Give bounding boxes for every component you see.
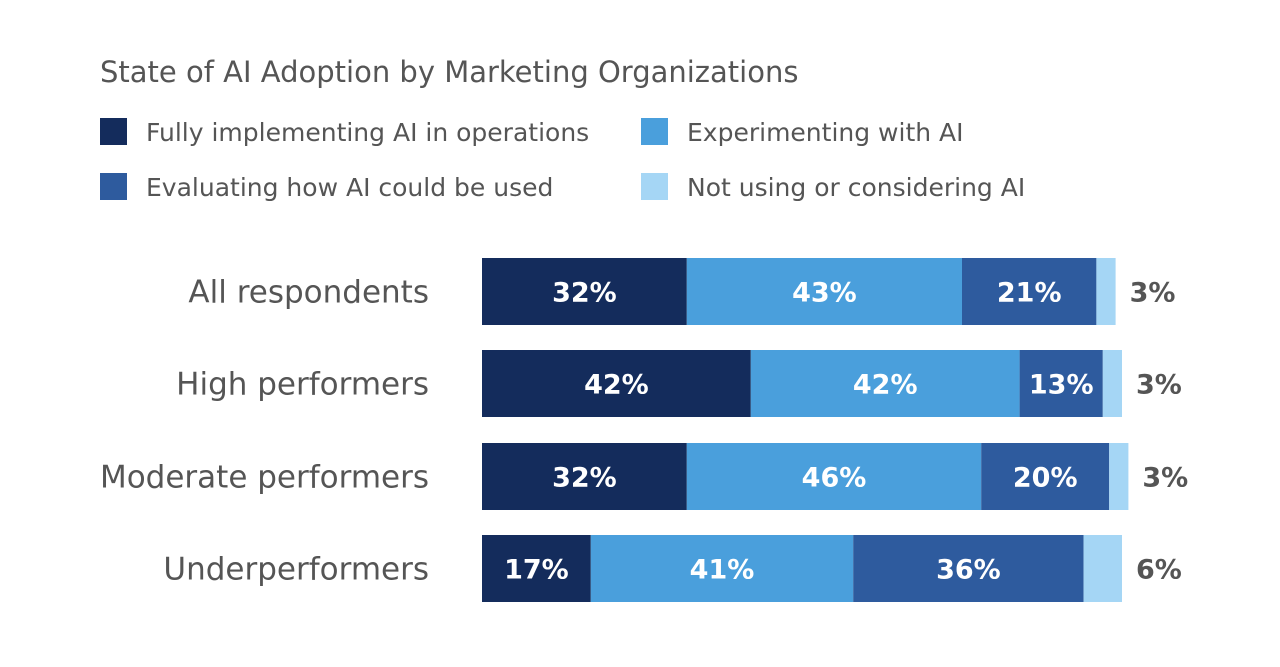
bar-segment — [482, 443, 687, 510]
data-label: 43% — [792, 278, 857, 309]
bar-segment — [1096, 258, 1116, 325]
data-label: 3% — [1130, 278, 1176, 309]
data-label: 20% — [1013, 463, 1078, 494]
bar-segment — [686, 258, 962, 325]
legend-label: Experimenting with AI — [687, 118, 964, 147]
bar-segment — [1019, 350, 1103, 417]
legend-label: Not using or considering AI — [687, 173, 1025, 202]
bar-segment — [482, 535, 591, 602]
data-label: 46% — [802, 463, 867, 494]
data-label: 36% — [936, 555, 1001, 586]
bar-row: 32% 43% 21% 3% — [482, 258, 1175, 325]
category-label: Underperformers — [163, 552, 429, 588]
data-label: 32% — [552, 463, 617, 494]
data-label: 13% — [1029, 370, 1094, 401]
bars: 32% 43% 21% 3% 42% 42% 13% 3% 32% 46% 20% 3% 17% 41% 3… — [482, 258, 1188, 602]
legend-label: Evaluating how AI could be used — [146, 173, 553, 202]
category-label: Moderate performers — [100, 460, 429, 496]
data-label: 21% — [997, 278, 1062, 309]
bar-row: 42% 42% 13% 3% — [482, 350, 1182, 417]
legend-item: Fully implementing AI in operations — [100, 118, 589, 147]
legend-swatch — [100, 173, 127, 200]
data-label: 32% — [552, 278, 617, 309]
bar-segment — [981, 443, 1110, 510]
chart-title: State of AI Adoption by Marketing Organi… — [100, 55, 798, 89]
legend-item: Experimenting with AI — [641, 118, 964, 147]
legend-item: Evaluating how AI could be used — [100, 173, 553, 202]
bar-segment — [962, 258, 1097, 325]
legend-swatch — [100, 118, 127, 145]
category-label: All respondents — [188, 275, 429, 311]
data-label: 42% — [853, 370, 918, 401]
bar-segment — [686, 443, 982, 510]
data-label: 6% — [1136, 555, 1182, 586]
bar-segment — [1083, 535, 1122, 602]
data-label: 3% — [1136, 370, 1182, 401]
legend-item: Not using or considering AI — [641, 173, 1025, 202]
category-label: High performers — [176, 367, 429, 403]
legend-swatch — [641, 118, 668, 145]
bar-segment — [853, 535, 1084, 602]
legend-label: Fully implementing AI in operations — [146, 118, 589, 147]
legend-swatch — [641, 173, 668, 200]
bar-row: 32% 46% 20% 3% — [482, 443, 1188, 510]
data-label: 3% — [1142, 463, 1188, 494]
category-labels: All respondents High performers Moderate p… — [100, 275, 429, 588]
bar-segment — [482, 258, 687, 325]
bar-segment — [590, 535, 854, 602]
bar-segment — [1102, 350, 1122, 417]
data-label: 17% — [504, 555, 569, 586]
bar-segment — [750, 350, 1020, 417]
bar-row: 17% 41% 36% 6% — [482, 535, 1182, 602]
legend: Fully implementing AI in operations Exper… — [100, 118, 1025, 202]
data-label: 41% — [690, 555, 755, 586]
data-label: 42% — [584, 370, 649, 401]
bar-segment — [482, 350, 751, 417]
bar-segment — [1109, 443, 1129, 510]
